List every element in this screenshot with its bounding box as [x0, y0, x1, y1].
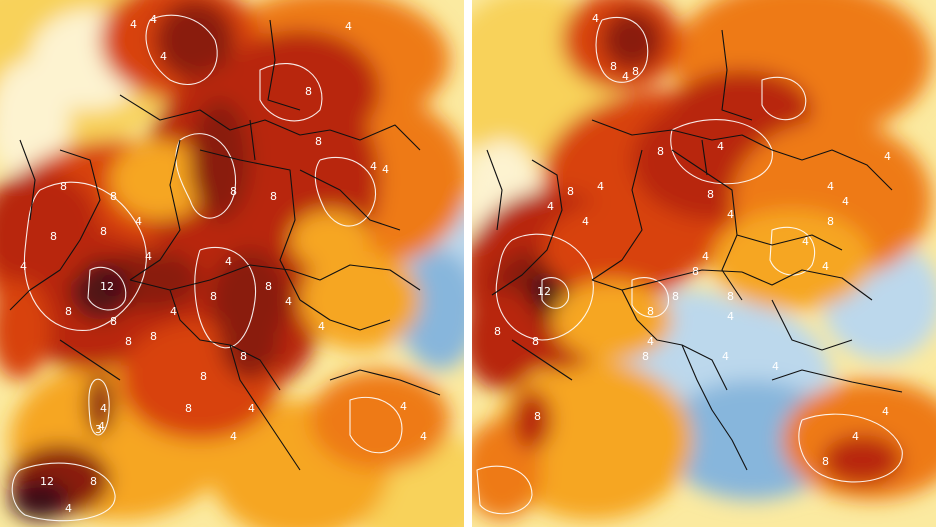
contour-label: 4: [135, 215, 142, 228]
heat-field: [0, 0, 464, 527]
contour-label: 4: [882, 405, 889, 418]
contour-label: 8: [315, 135, 322, 148]
contour-label: 8: [240, 350, 247, 363]
contour-label: 4: [842, 195, 849, 208]
contour-label: 4: [318, 320, 325, 333]
contour-label: 8: [494, 325, 501, 338]
contour-label: 4: [420, 430, 427, 443]
contour-label: 4: [130, 18, 137, 31]
contour-label: 8: [110, 190, 117, 203]
contour-label: 8: [60, 180, 67, 193]
contour-label: 8: [632, 65, 639, 78]
contour-label: 8: [305, 85, 312, 98]
contour-label: 8: [822, 455, 829, 468]
contour-label: 4: [772, 360, 779, 373]
contour-label: 4: [20, 260, 27, 273]
contour-label: 4: [852, 430, 859, 443]
contour-label: 4: [382, 163, 389, 176]
contour-label: 8: [125, 335, 132, 348]
contour-label: 8: [100, 225, 107, 238]
contour-label: 4: [717, 140, 724, 153]
contour-label: 4: [647, 335, 654, 348]
contour-label: 12: [537, 285, 551, 298]
contour-label: 12: [40, 475, 54, 488]
contour-label: 4: [702, 250, 709, 263]
contour-label: 8: [65, 305, 72, 318]
contour-label: 4: [827, 180, 834, 193]
contour-label: 4: [727, 208, 734, 221]
contour-label: 4: [727, 310, 734, 323]
panel-divider: [464, 0, 472, 527]
contour-label: 4: [547, 200, 554, 213]
contour-label: 4: [597, 180, 604, 193]
country-borders: [486, 29, 903, 471]
contour-label: 4: [622, 70, 629, 83]
contour-label: 8: [534, 410, 541, 423]
contour-label: 8: [727, 290, 734, 303]
contour-label: 4: [248, 402, 255, 415]
contour-label: 4: [370, 160, 377, 173]
contour-label: 8: [200, 370, 207, 383]
heat-field: [472, 0, 936, 520]
contour-label: 4: [345, 20, 352, 33]
contour-label: 4: [170, 305, 177, 318]
contour-label: 4: [160, 50, 167, 63]
contour-label: 8: [270, 190, 277, 203]
map-panel-right: 4 4 8 8 4 8 8 4 4 8 8 8 8 4 4 8 12 8 8 4 4 4 8 4 4 4 8 4 4 4 4 8 4 4 8: [472, 0, 936, 527]
contour-label: 8: [647, 305, 654, 318]
contour-label: 3: [95, 423, 102, 436]
contour-label: 4: [145, 250, 152, 263]
contour-label: 4: [592, 12, 599, 25]
contour-label: 4: [150, 13, 157, 26]
contour-label: 8: [692, 265, 699, 278]
contour-label: 8: [610, 60, 617, 73]
contour-label: 8: [185, 402, 192, 415]
contour-label: 4: [400, 400, 407, 413]
contour-label: 8: [707, 188, 714, 201]
contour-label: 4: [225, 255, 232, 268]
contour-label: 4: [285, 295, 292, 308]
contour-label: 8: [210, 290, 217, 303]
contour-label: 8: [265, 280, 272, 293]
contour-label: 8: [90, 475, 97, 488]
country-borders: [9, 19, 441, 471]
anomaly-contours: [11, 14, 403, 522]
map-panel-left: 4 4 4 4 8 8 8 8 8 8 8 4 4 12 8 8 8 8 4 8 4 8 4 4 8 8 4 4 12 4 8 4 3 4 8 4 4 4…: [0, 0, 464, 527]
contour-label: 8: [110, 315, 117, 328]
contour-label: 8: [827, 215, 834, 228]
contour-label: 4: [822, 260, 829, 273]
contour-label: 8: [230, 185, 237, 198]
contour-label: 4: [98, 420, 105, 433]
contour-label: 12: [100, 280, 114, 293]
contour-label: 8: [567, 185, 574, 198]
anomaly-contours: [476, 16, 903, 515]
contour-label: 8: [672, 290, 679, 303]
contour-label: 4: [65, 502, 72, 515]
contour-label: 4: [230, 430, 237, 443]
contour-label: 8: [657, 145, 664, 158]
contour-label: 8: [532, 335, 539, 348]
contour-label: 4: [582, 215, 589, 228]
contour-label: 8: [150, 330, 157, 343]
contour-label: 4: [884, 150, 891, 163]
contour-label: 4: [802, 235, 809, 248]
contour-label: 8: [50, 230, 57, 243]
contour-label: 4: [100, 402, 107, 415]
contour-label: 4: [722, 350, 729, 363]
contour-label: 8: [642, 350, 649, 363]
